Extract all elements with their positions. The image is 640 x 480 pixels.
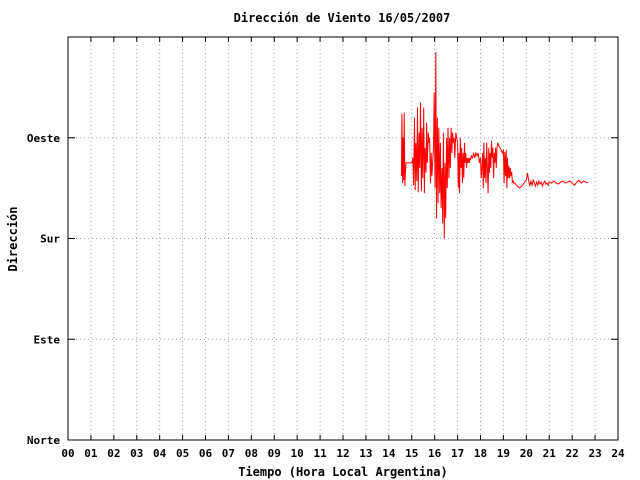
chart-title: Dirección de Viento 16/05/2007 [234, 11, 451, 25]
x-tick-label: 11 [313, 447, 327, 460]
y-tick-label: Sur [40, 233, 60, 246]
x-tick-label: 16 [428, 447, 442, 460]
x-tick-label: 15 [405, 447, 418, 460]
x-axis-label: Tiempo (Hora Local Argentina) [238, 465, 448, 479]
x-tick-label: 03 [130, 447, 143, 460]
x-tick-label: 05 [176, 447, 189, 460]
series-layer [400, 52, 589, 239]
x-tick-label: 24 [611, 447, 625, 460]
x-tick-label: 19 [497, 447, 510, 460]
x-tick-label: 14 [382, 447, 396, 460]
wind-direction-series-line [400, 52, 589, 239]
y-tick-label: Oeste [27, 132, 60, 145]
x-tick-label: 09 [268, 447, 281, 460]
x-tick-label: 00 [61, 447, 74, 460]
x-tick-label: 13 [359, 447, 372, 460]
x-tick-label: 21 [543, 447, 557, 460]
x-tick-label: 07 [222, 447, 235, 460]
y-axis-ticks: Norte Este Sur Oeste [27, 132, 618, 447]
x-tick-label: 22 [566, 447, 579, 460]
x-tick-label: 02 [107, 447, 120, 460]
x-axis-ticks: 00 01 02 03 04 05 06 07 08 09 10 11 12 13 14 15 16 17 18 19… [61, 37, 625, 460]
y-tick-label: Este [34, 333, 61, 346]
x-tick-label: 06 [199, 447, 213, 460]
x-tick-label: 10 [291, 447, 304, 460]
x-tick-label: 20 [520, 447, 533, 460]
x-tick-label: 08 [245, 447, 258, 460]
x-tick-label: 12 [336, 447, 349, 460]
x-tick-label: 23 [588, 447, 601, 460]
x-tick-label: 01 [84, 447, 98, 460]
x-tick-label: 17 [451, 447, 464, 460]
x-tick-label: 04 [153, 447, 167, 460]
x-tick-label: 18 [474, 447, 487, 460]
grid-lines [68, 37, 618, 440]
y-axis-label: Dirección [6, 206, 20, 271]
y-tick-label: Norte [27, 434, 60, 447]
